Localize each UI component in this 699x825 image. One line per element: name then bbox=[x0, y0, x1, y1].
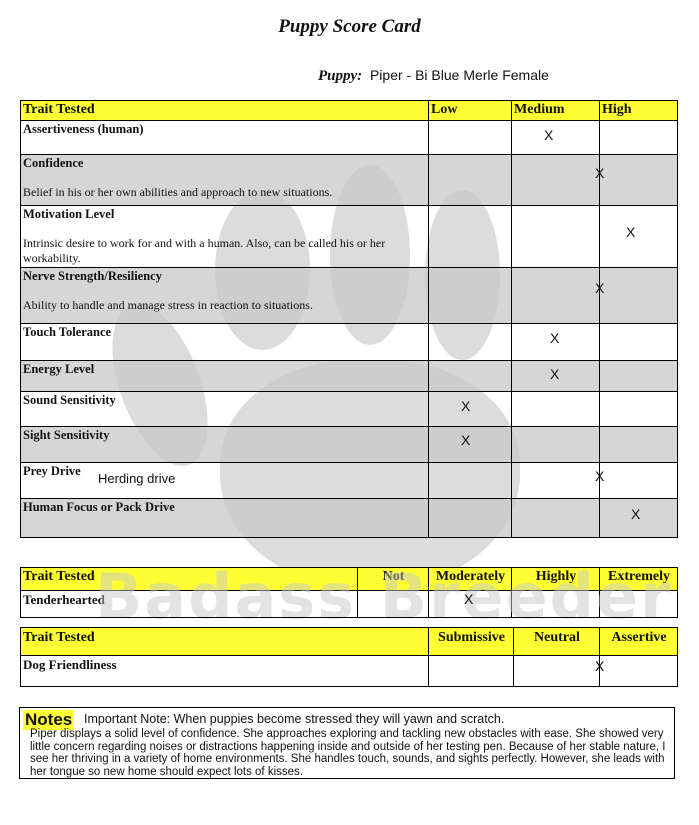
header-cell: Neutral bbox=[513, 627, 600, 656]
score-cell bbox=[428, 323, 512, 361]
header-cell: High bbox=[599, 100, 678, 121]
score-cell bbox=[428, 498, 512, 538]
trait-cell: Tenderhearted bbox=[20, 590, 358, 618]
score-cell bbox=[599, 360, 678, 392]
score-mark: X bbox=[544, 127, 554, 143]
trait-name: Sight Sensitivity bbox=[23, 428, 110, 442]
trait-cell: Assertiveness (human) bbox=[20, 120, 429, 155]
trait-name: Assertiveness (human) bbox=[23, 122, 144, 136]
score-cell bbox=[511, 120, 600, 155]
score-mark: X bbox=[595, 468, 605, 484]
header-cell: Not bbox=[357, 567, 429, 591]
trait-note: Herding drive bbox=[98, 471, 176, 486]
trait-name: Nerve Strength/Resiliency bbox=[23, 269, 162, 283]
puppy-info: Puppy: Piper - Bi Blue Merle Female bbox=[318, 67, 549, 85]
score-cell bbox=[428, 154, 512, 206]
score-mark: X bbox=[464, 591, 474, 607]
score-cell bbox=[511, 462, 600, 499]
score-cell bbox=[511, 590, 600, 618]
score-cell bbox=[428, 267, 512, 324]
score-cell bbox=[511, 391, 600, 427]
trait-cell: Sound Sensitivity bbox=[20, 391, 429, 427]
score-mark: X bbox=[550, 330, 560, 346]
puppy-name: Piper - Bi Blue Merle Female bbox=[369, 67, 549, 83]
score-cell bbox=[599, 498, 678, 538]
puppy-label: Puppy: bbox=[318, 68, 363, 84]
trait-name: Motivation Level bbox=[23, 207, 115, 221]
trait-cell: Dog Friendliness bbox=[20, 655, 429, 687]
header-cell: Medium bbox=[511, 100, 600, 121]
trait-name: Human Focus or Pack Drive bbox=[23, 500, 175, 514]
header-cell: Submissive bbox=[428, 627, 514, 656]
score-cell bbox=[428, 426, 512, 463]
watermark-text: Badass Breeder bbox=[95, 560, 673, 633]
score-cell bbox=[599, 120, 678, 155]
score-cell bbox=[599, 462, 678, 499]
header-cell: Assertive bbox=[599, 627, 678, 656]
page-title: Puppy Score Card bbox=[278, 16, 421, 37]
score-cell bbox=[428, 360, 512, 392]
trait-name: Touch Tolerance bbox=[23, 325, 112, 339]
score-cell bbox=[511, 498, 600, 538]
score-cell bbox=[599, 655, 678, 687]
score-cell bbox=[357, 590, 429, 618]
score-cell bbox=[428, 391, 512, 427]
notes-label: Notes bbox=[23, 710, 75, 730]
trait-name: Sound Sensitivity bbox=[23, 393, 116, 407]
trait-cell: Human Focus or Pack Drive bbox=[20, 498, 429, 538]
notes-box: Notes Important Note: When puppies becom… bbox=[19, 707, 675, 779]
score-mark: X bbox=[550, 366, 560, 382]
notes-important: Important Note: When puppies become stre… bbox=[84, 712, 505, 726]
trait-description: Ability to handle and manage stress in r… bbox=[23, 298, 313, 312]
score-cell bbox=[599, 154, 678, 206]
score-cell bbox=[599, 590, 678, 618]
score-cell bbox=[511, 426, 600, 463]
trait-name: Prey Drive bbox=[23, 464, 81, 478]
header-cell: Moderately bbox=[428, 567, 512, 591]
score-cell bbox=[599, 267, 678, 324]
score-cell bbox=[428, 120, 512, 155]
score-mark: X bbox=[631, 506, 641, 522]
trait-cell: Energy Level bbox=[20, 360, 429, 392]
score-cell bbox=[513, 655, 600, 687]
trait-cell: Prey Drive Herding drive bbox=[20, 462, 429, 499]
score-mark: X bbox=[626, 224, 636, 240]
score-cell bbox=[599, 426, 678, 463]
header-cell: Trait Tested bbox=[20, 100, 429, 121]
header-cell: Highly bbox=[511, 567, 600, 591]
score-cell bbox=[428, 590, 512, 618]
trait-name: Energy Level bbox=[23, 362, 95, 376]
score-cell bbox=[511, 205, 600, 268]
score-mark: X bbox=[595, 165, 605, 181]
trait-description: Belief in his or her own abilities and a… bbox=[23, 185, 333, 199]
score-cell bbox=[511, 154, 600, 206]
score-cell bbox=[599, 391, 678, 427]
score-mark: X bbox=[461, 432, 471, 448]
header-cell: Trait Tested bbox=[20, 567, 358, 591]
score-mark: X bbox=[461, 398, 471, 414]
header-cell: Low bbox=[428, 100, 512, 121]
header-cell: Extremely bbox=[599, 567, 678, 591]
trait-cell: Touch Tolerance bbox=[20, 323, 429, 361]
notes-body: Piper displays a solid level of confiden… bbox=[30, 728, 666, 778]
trait-cell: Confidence Belief in his or her own abili… bbox=[20, 154, 429, 206]
score-cell bbox=[599, 323, 678, 361]
trait-cell: Motivation Level Intrinsic desire to work… bbox=[20, 205, 429, 268]
score-mark: X bbox=[595, 658, 605, 674]
trait-cell: Nerve Strength/Resiliency Ability to hand… bbox=[20, 267, 429, 324]
trait-description: Intrinsic desire to work for and with a … bbox=[23, 236, 386, 265]
score-cell bbox=[599, 205, 678, 268]
score-mark: X bbox=[595, 280, 605, 296]
score-cell bbox=[428, 655, 514, 687]
score-cell bbox=[428, 205, 512, 268]
score-cell bbox=[511, 267, 600, 324]
score-cell bbox=[511, 323, 600, 361]
score-cell bbox=[428, 462, 512, 499]
header-cell: Trait Tested bbox=[20, 627, 429, 656]
trait-name: Confidence bbox=[23, 156, 84, 170]
score-cell bbox=[511, 360, 600, 392]
trait-cell: Sight Sensitivity bbox=[20, 426, 429, 463]
